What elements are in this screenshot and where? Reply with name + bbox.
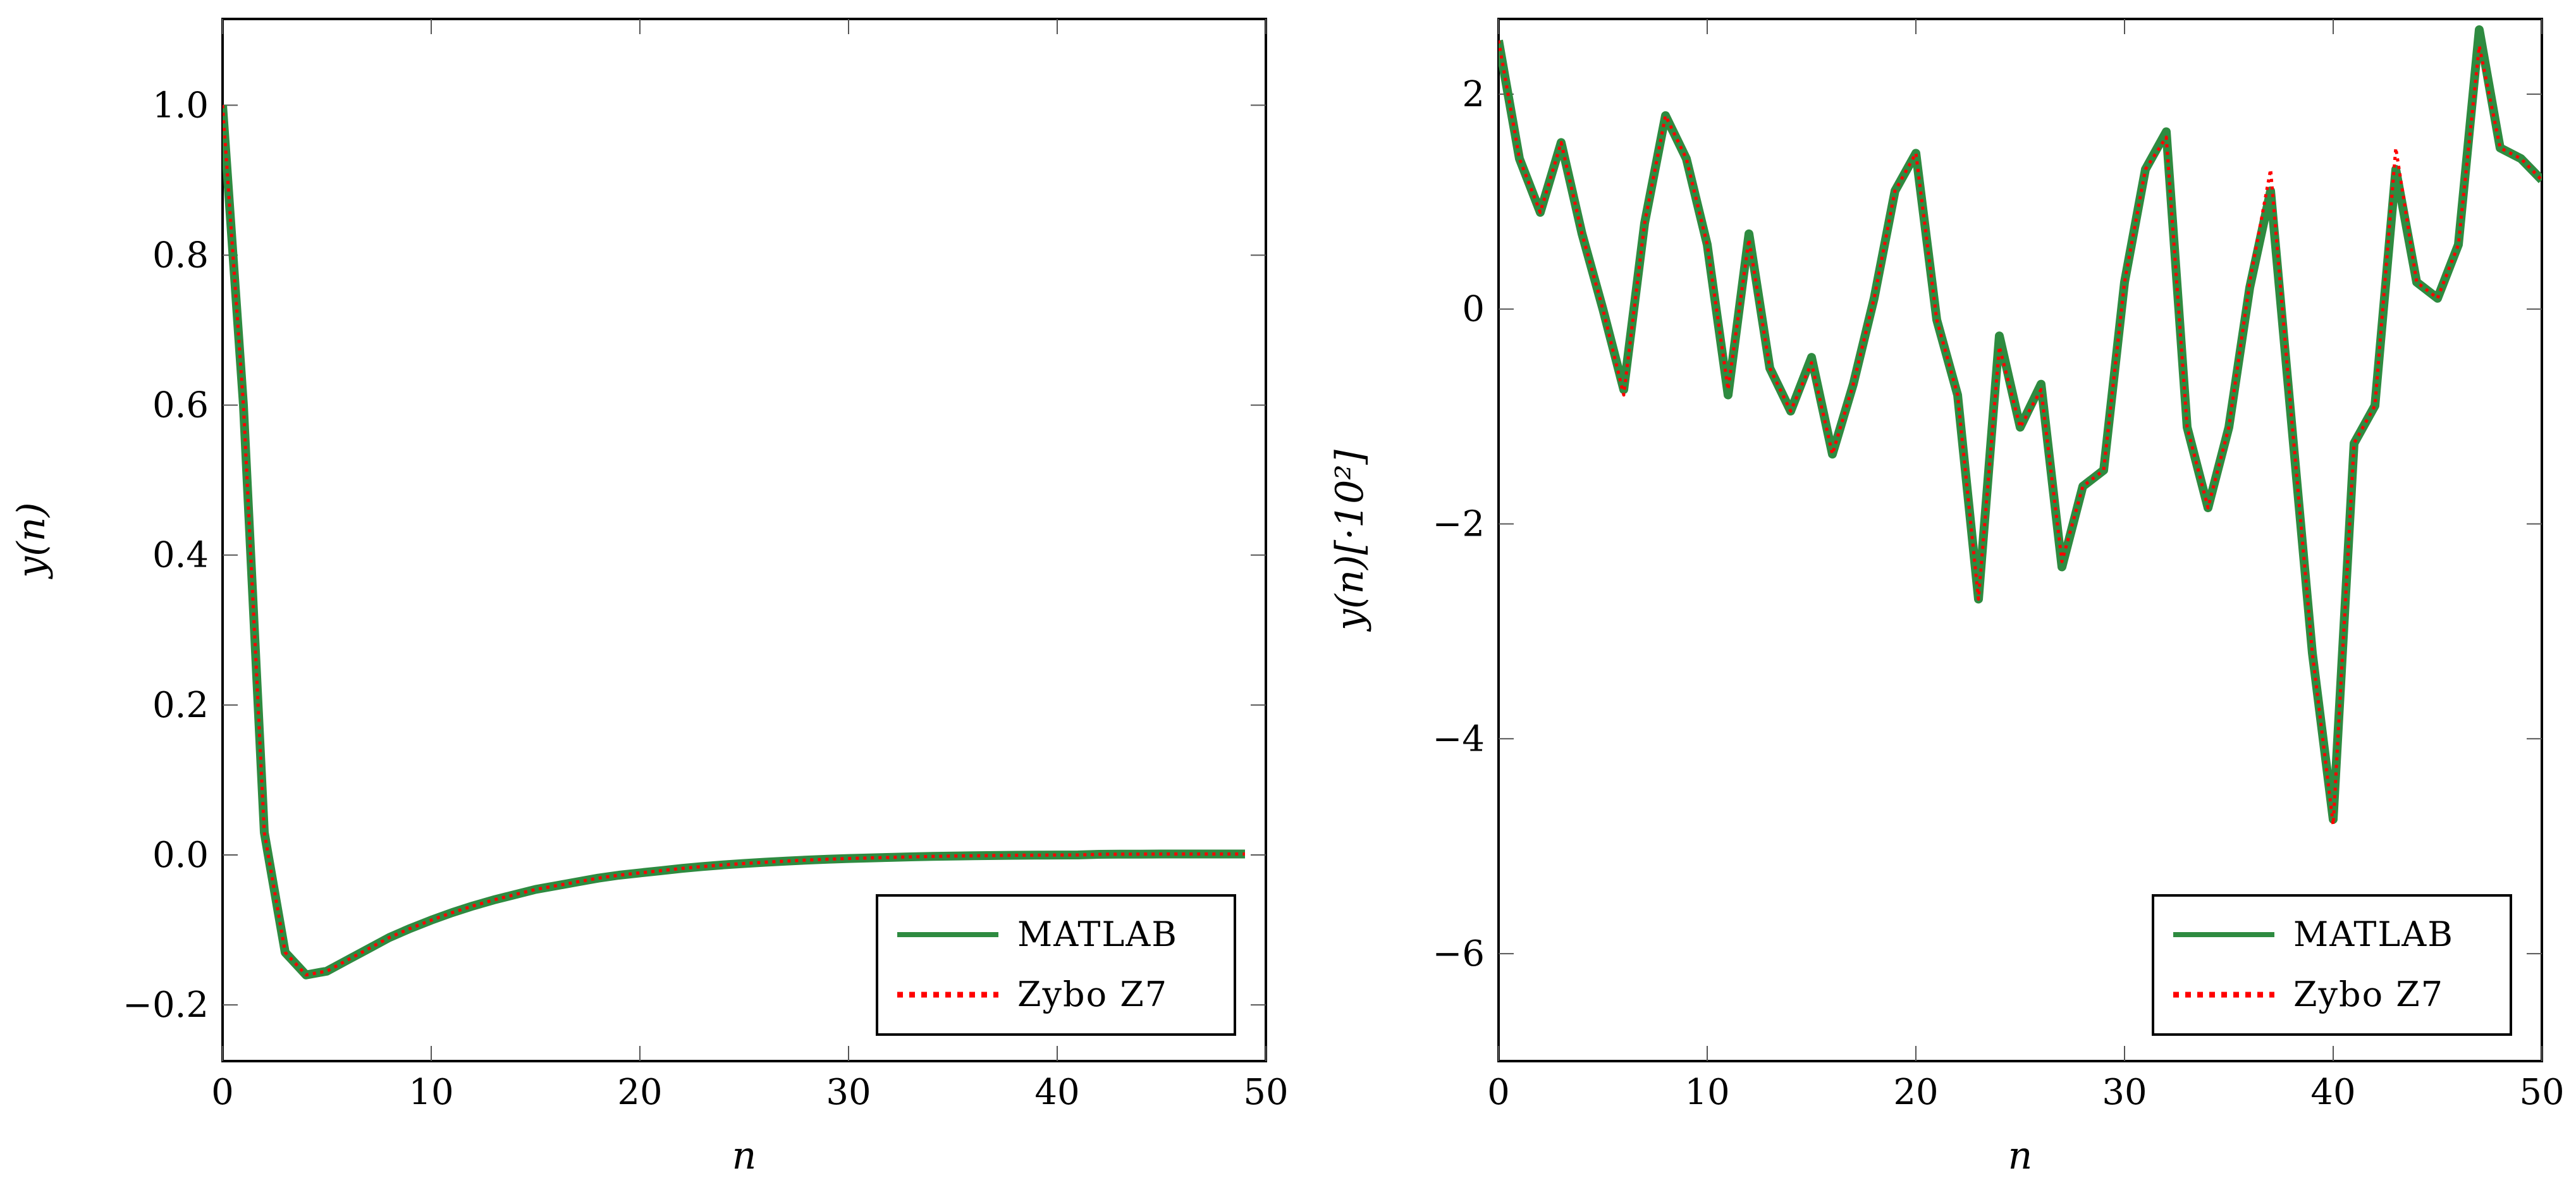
right-chart-panel: 0 10 20 30 40 50 −6 −4 −2 0 2 n y(n)[·10²] MATLAB Zybo… [1328, 18, 2565, 1178]
y-tick-label: −6 [1432, 933, 1485, 974]
series-line-zybo-z7 [223, 105, 1245, 977]
y-axis-label: y(n) [9, 502, 54, 579]
y-tick-label: 1.0 [152, 85, 209, 126]
y-tick-label: 0.0 [152, 835, 209, 876]
x-tick-label: 40 [2310, 1072, 2355, 1113]
y-tick-label: −0.2 [123, 985, 209, 1026]
left-chart-panel: 0 10 20 30 40 50 −0.2 0.0 0.2 0.4 0.6 0.8 1.0 n y(n) MA… [9, 18, 1289, 1178]
y-tick-label: 0.8 [152, 235, 209, 276]
x-tick-label: 10 [1684, 1072, 1729, 1113]
x-tick-label: 40 [1034, 1072, 1079, 1113]
legend: MATLAB Zybo Z7 [876, 894, 1236, 1036]
y-tick-label: 0 [1462, 289, 1485, 330]
x-tick-label: 0 [1487, 1072, 1510, 1113]
legend-label: MATLAB [1017, 914, 1178, 954]
x-tick-label: 30 [826, 1072, 871, 1113]
y-tick-label: 0.2 [152, 685, 209, 726]
y-tick-label: 2 [1462, 74, 1485, 115]
x-axis-label: n [732, 1134, 757, 1178]
axis-frame [1497, 18, 2543, 1062]
x-tick-label: 30 [2102, 1072, 2147, 1113]
x-tick-label: 50 [1243, 1072, 1288, 1113]
y-tick-label: −2 [1432, 504, 1485, 545]
x-tick-label: 20 [1893, 1072, 1938, 1113]
series-line-matlab [1499, 25, 2542, 824]
legend-box [876, 894, 1236, 1036]
axis-frame [221, 18, 1267, 1062]
x-axis-label: n [2008, 1134, 2033, 1178]
y-tick-label: 0.6 [152, 385, 209, 426]
legend-label: MATLAB [2293, 914, 2454, 954]
y-axis-label: y(n)[·10²] [1328, 450, 1372, 632]
y-tick-label: 0.4 [152, 535, 209, 576]
legend-label: Zybo Z7 [2293, 974, 2444, 1014]
series-line-matlab [223, 104, 1245, 980]
y-tick-label: −4 [1432, 718, 1485, 759]
legend-box [2152, 894, 2512, 1036]
x-tick-label: 0 [211, 1072, 234, 1113]
x-tick-label: 50 [2519, 1072, 2564, 1113]
x-tick-label: 20 [617, 1072, 662, 1113]
legend-label: Zybo Z7 [1017, 974, 1168, 1014]
legend: MATLAB Zybo Z7 [2152, 894, 2512, 1036]
x-tick-label: 10 [408, 1072, 453, 1113]
